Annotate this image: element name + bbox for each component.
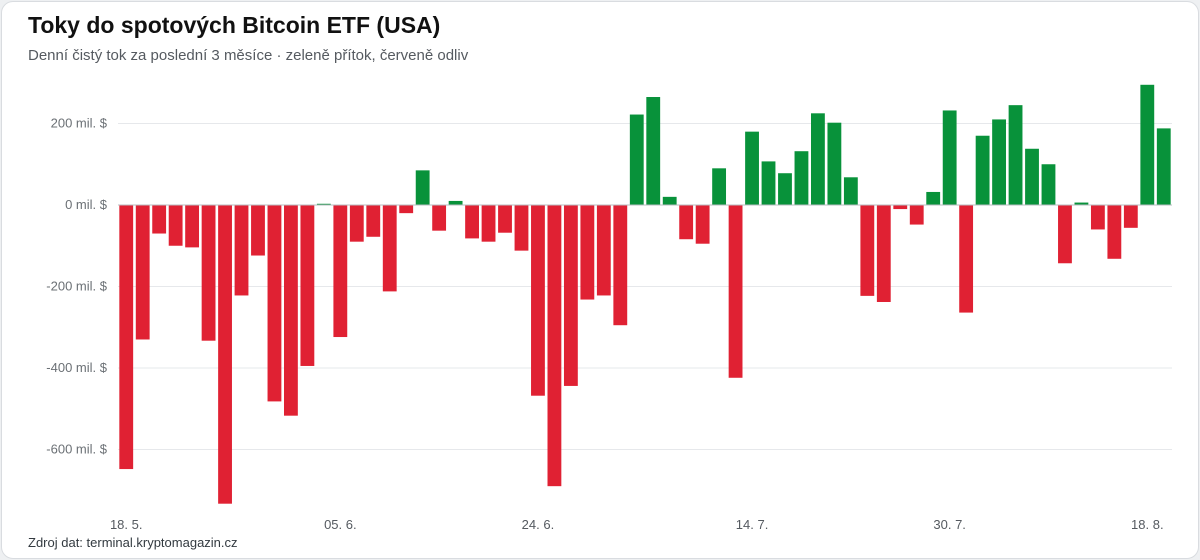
y-tick-label: -600 mil. $ <box>46 442 107 457</box>
bar <box>794 151 809 205</box>
bar <box>135 205 150 340</box>
bar <box>366 205 381 237</box>
bar <box>349 205 364 242</box>
x-tick-label: 14. 7. <box>736 517 769 532</box>
bar <box>448 200 463 205</box>
bar <box>1090 205 1105 230</box>
x-tick-label: 30. 7. <box>933 517 966 532</box>
bar <box>1041 164 1056 205</box>
bar <box>1008 105 1023 205</box>
bar <box>1025 148 1039 205</box>
bar <box>613 205 628 326</box>
bar <box>942 110 957 205</box>
bar <box>300 205 315 366</box>
bar <box>761 161 776 205</box>
bar <box>959 205 974 313</box>
bar <box>531 205 545 396</box>
bar <box>382 205 397 292</box>
bar <box>399 205 414 214</box>
chart-title: Toky do spotových Bitcoin ETF (USA) <box>28 12 441 38</box>
y-tick-label: -400 mil. $ <box>46 360 107 375</box>
bar <box>1058 205 1072 264</box>
bar <box>251 205 265 256</box>
y-tick-label: -200 mil. $ <box>46 279 107 294</box>
x-tick-label: 24. 6. <box>522 517 555 532</box>
y-tick-label: 200 mil. $ <box>51 116 108 131</box>
bar <box>168 205 183 246</box>
bar <box>827 122 842 205</box>
bar <box>811 113 825 205</box>
bar <box>1074 202 1089 205</box>
bar <box>234 205 249 296</box>
data-source: Zdroj dat: terminal.kryptomagazin.cz <box>28 535 238 550</box>
bar <box>580 205 595 300</box>
bar <box>152 205 167 234</box>
x-axis-labels: 18. 5. 05. 6. 24. 6. 14. 7. 30. 7. 18. 8. <box>110 517 1164 532</box>
bar <box>975 135 990 205</box>
bar <box>284 205 298 416</box>
bar <box>563 205 578 386</box>
x-tick-label: 18. 8. <box>1131 517 1164 532</box>
bar <box>432 205 447 231</box>
bars <box>119 84 1171 504</box>
bar <box>629 114 644 205</box>
chart-subtitle: Denní čistý tok za poslední 3 měsíce · z… <box>28 47 469 64</box>
bar <box>1123 205 1138 228</box>
bar <box>465 205 479 239</box>
bar <box>218 205 232 504</box>
bar <box>695 205 710 244</box>
bar <box>728 205 743 378</box>
bar <box>333 205 348 338</box>
y-axis-labels: 200 mil. $ 0 mil. $ -200 mil. $ -400 mil. $… <box>46 116 107 457</box>
bar <box>514 205 529 251</box>
bar <box>909 205 924 225</box>
bar <box>778 173 792 205</box>
x-tick-label: 18. 5. <box>110 517 143 532</box>
bar <box>1140 84 1155 205</box>
x-tick-label: 05. 6. <box>324 517 357 532</box>
bar <box>893 205 908 210</box>
bar <box>843 177 858 205</box>
bar <box>498 205 512 233</box>
bar <box>185 205 200 248</box>
bar <box>662 196 677 205</box>
bar <box>596 205 611 296</box>
bar <box>316 203 331 205</box>
bar <box>926 191 941 205</box>
bar <box>712 168 727 205</box>
bar <box>547 205 562 487</box>
bar <box>481 205 496 242</box>
bar <box>992 119 1006 205</box>
bar <box>860 205 875 296</box>
bar <box>1107 205 1122 259</box>
bar <box>679 205 694 240</box>
bar <box>876 205 891 302</box>
bar <box>1156 128 1171 205</box>
bar <box>267 205 282 402</box>
bar <box>415 170 430 205</box>
bar <box>646 97 661 205</box>
bar <box>201 205 216 341</box>
y-tick-label: 0 mil. $ <box>65 197 108 212</box>
bar <box>745 131 759 205</box>
bar <box>119 205 134 470</box>
